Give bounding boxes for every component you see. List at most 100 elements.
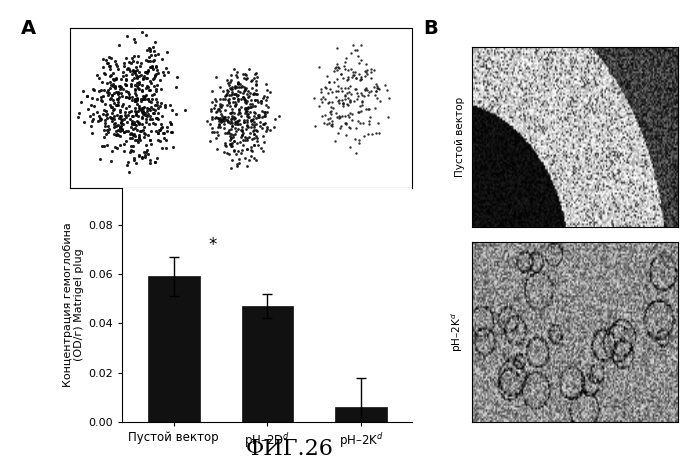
Point — [150, 95, 161, 102]
Point — [125, 134, 136, 141]
Point — [103, 90, 115, 97]
Point — [241, 121, 252, 129]
Point — [126, 121, 137, 128]
Point — [127, 112, 138, 120]
Point — [344, 98, 355, 106]
Point — [332, 97, 343, 104]
Point — [225, 76, 236, 83]
Point — [211, 107, 222, 115]
Text: Пустой вектор: Пустой вектор — [455, 97, 465, 177]
Point — [212, 131, 223, 138]
Point — [154, 137, 166, 144]
Point — [219, 129, 231, 137]
Point — [226, 115, 237, 122]
Point — [148, 83, 159, 90]
Point — [216, 111, 227, 118]
Point — [230, 84, 241, 91]
Point — [93, 87, 104, 94]
Point — [229, 146, 240, 153]
Point — [352, 46, 363, 53]
Point — [124, 115, 136, 123]
Point — [137, 95, 148, 103]
Point — [146, 95, 157, 103]
Point — [115, 142, 126, 149]
Point — [369, 104, 380, 112]
Point — [374, 98, 385, 105]
Point — [144, 45, 155, 53]
Point — [322, 120, 333, 128]
Point — [139, 93, 150, 101]
Point — [131, 94, 143, 101]
Point — [222, 79, 233, 87]
Point — [152, 50, 164, 58]
Point — [317, 98, 328, 106]
Point — [240, 133, 251, 141]
Point — [259, 108, 271, 116]
Point — [217, 115, 229, 122]
Point — [136, 120, 147, 128]
Point — [232, 110, 243, 118]
Point — [209, 101, 220, 108]
Point — [105, 54, 116, 61]
Point — [138, 103, 150, 110]
Point — [234, 120, 245, 127]
Point — [235, 95, 246, 102]
Point — [94, 75, 105, 82]
Point — [115, 85, 126, 92]
Point — [232, 148, 243, 155]
Point — [206, 107, 217, 115]
Point — [222, 149, 233, 156]
Point — [236, 112, 247, 120]
Point — [110, 83, 121, 91]
Point — [113, 66, 124, 73]
Point — [373, 85, 384, 92]
Point — [150, 158, 161, 166]
Point — [225, 165, 236, 172]
Point — [92, 118, 103, 125]
Point — [140, 31, 152, 39]
Point — [121, 76, 132, 84]
Point — [135, 63, 146, 70]
Point — [324, 98, 335, 106]
Point — [246, 152, 257, 160]
Point — [217, 117, 228, 124]
Point — [136, 153, 147, 160]
Point — [259, 112, 270, 120]
Point — [89, 86, 100, 93]
Point — [113, 114, 124, 121]
Point — [350, 68, 361, 76]
Point — [350, 46, 361, 53]
Point — [97, 63, 108, 71]
Point — [240, 84, 252, 92]
Point — [238, 130, 249, 137]
Point — [167, 144, 178, 151]
Point — [151, 85, 162, 93]
Point — [257, 148, 268, 155]
Point — [114, 108, 125, 116]
Point — [242, 145, 253, 153]
Point — [128, 36, 139, 43]
Point — [110, 74, 122, 82]
Point — [217, 102, 228, 109]
Point — [115, 132, 126, 139]
Point — [370, 87, 382, 94]
Point — [252, 137, 263, 145]
Point — [123, 64, 134, 72]
Point — [382, 86, 393, 94]
Point — [104, 62, 115, 69]
Point — [256, 144, 267, 152]
Point — [371, 87, 382, 95]
Point — [326, 111, 337, 118]
Point — [231, 161, 243, 168]
Point — [162, 68, 173, 76]
Point — [96, 93, 107, 101]
Point — [138, 92, 149, 99]
Point — [128, 53, 139, 60]
Point — [140, 75, 152, 82]
Point — [128, 131, 139, 139]
Point — [123, 168, 134, 176]
Point — [136, 87, 147, 95]
Point — [343, 111, 354, 119]
Point — [250, 126, 261, 134]
Point — [111, 62, 122, 70]
